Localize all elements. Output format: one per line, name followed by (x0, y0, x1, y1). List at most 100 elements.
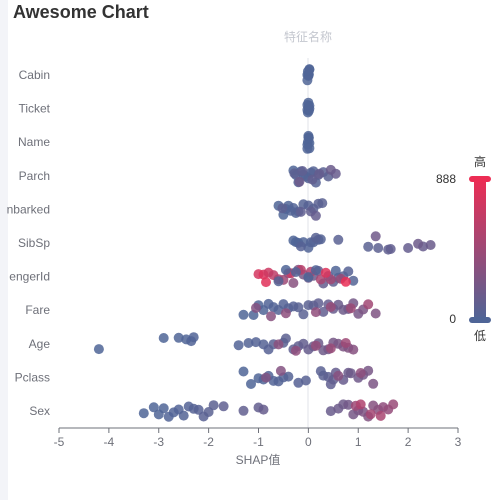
data-point[interactable] (158, 403, 169, 414)
data-point[interactable] (425, 240, 436, 250)
data-point[interactable] (295, 241, 306, 252)
data-point[interactable] (302, 99, 313, 110)
data-point[interactable] (365, 409, 376, 420)
data-point[interactable] (363, 299, 374, 310)
data-point[interactable] (340, 276, 351, 287)
data-point[interactable] (303, 130, 314, 141)
data-point[interactable] (280, 264, 291, 275)
data-point[interactable] (363, 241, 374, 252)
data-point[interactable] (261, 372, 271, 383)
x-tick-label: -5 (54, 435, 65, 449)
data-point[interactable] (298, 309, 309, 320)
data-point[interactable] (304, 64, 315, 75)
data-point[interactable] (325, 302, 336, 312)
data-point[interactable] (302, 75, 313, 86)
data-point[interactable] (238, 366, 249, 377)
data-point[interactable] (355, 368, 366, 378)
y-tick-label: Parch (19, 169, 50, 183)
data-point[interactable] (345, 303, 356, 314)
data-point[interactable] (302, 143, 313, 154)
data-point[interactable] (188, 332, 199, 343)
data-point[interactable] (370, 231, 381, 242)
data-point[interactable] (413, 238, 424, 249)
data-point[interactable] (246, 379, 256, 389)
visual-map-low-handle[interactable] (469, 317, 491, 323)
data-point[interactable] (313, 298, 324, 309)
data-point[interactable] (293, 377, 304, 388)
data-point[interactable] (273, 339, 284, 350)
data-point[interactable] (283, 371, 294, 382)
data-point[interactable] (290, 345, 301, 356)
data-point[interactable] (388, 399, 399, 410)
data-point[interactable] (218, 401, 229, 412)
data-point[interactable] (290, 267, 301, 277)
x-tick-label: -1 (253, 435, 264, 449)
data-point[interactable] (93, 344, 104, 355)
data-point[interactable] (348, 344, 359, 355)
data-point[interactable] (173, 332, 184, 343)
data-point[interactable] (280, 333, 291, 344)
data-point[interactable] (333, 234, 344, 245)
data-point[interactable] (289, 168, 300, 179)
data-point[interactable] (303, 272, 314, 283)
data-point[interactable] (275, 365, 286, 376)
data-point[interactable] (251, 337, 261, 348)
data-point[interactable] (307, 174, 318, 185)
data-point[interactable] (325, 343, 336, 354)
data-point[interactable] (300, 375, 311, 386)
data-point[interactable] (320, 267, 331, 278)
data-point[interactable] (273, 276, 284, 287)
data-point[interactable] (158, 333, 169, 343)
data-point[interactable] (314, 168, 325, 179)
data-point[interactable] (330, 265, 341, 276)
x-tick-label: 1 (355, 435, 362, 449)
data-point[interactable] (261, 277, 271, 288)
data-point[interactable] (340, 338, 351, 348)
data-point[interactable] (310, 210, 321, 221)
data-point[interactable] (343, 399, 354, 410)
left-edge-strip (0, 0, 8, 500)
data-point[interactable] (266, 311, 276, 322)
data-point[interactable] (375, 410, 386, 421)
data-point[interactable] (238, 309, 249, 320)
data-point[interactable] (403, 243, 414, 253)
data-point[interactable] (385, 244, 396, 254)
data-point[interactable] (258, 404, 269, 415)
data-point[interactable] (280, 308, 291, 319)
data-point[interactable] (370, 308, 381, 319)
data-point[interactable] (243, 338, 254, 348)
data-point[interactable] (178, 410, 189, 421)
data-point[interactable] (238, 405, 249, 416)
data-point[interactable] (325, 164, 336, 175)
data-point[interactable] (295, 206, 306, 217)
data-point[interactable] (317, 198, 328, 209)
data-point[interactable] (318, 306, 329, 317)
visual-map-high-handle[interactable] (469, 176, 491, 182)
data-point[interactable] (138, 408, 149, 419)
x-tick-label: -4 (104, 435, 115, 449)
data-point[interactable] (348, 275, 359, 286)
data-point[interactable] (333, 370, 344, 381)
data-point[interactable] (310, 307, 321, 318)
data-point[interactable] (297, 166, 308, 176)
data-point[interactable] (355, 399, 366, 410)
y-tick-label: SibSp (18, 236, 50, 250)
data-point[interactable] (294, 176, 305, 187)
data-point[interactable] (277, 203, 288, 214)
data-point[interactable] (293, 302, 304, 313)
data-point[interactable] (251, 302, 261, 313)
data-point[interactable] (373, 243, 384, 253)
data-point[interactable] (288, 278, 299, 288)
data-point[interactable] (233, 340, 244, 351)
data-point[interactable] (363, 365, 374, 376)
data-point[interactable] (310, 265, 321, 276)
data-point[interactable] (310, 232, 321, 243)
data-point[interactable] (208, 400, 219, 411)
data-point[interactable] (310, 340, 321, 351)
data-point[interactable] (148, 402, 159, 413)
data-point[interactable] (345, 368, 356, 379)
y-tick-label: nbarked (7, 202, 50, 216)
data-point[interactable] (343, 266, 354, 277)
data-point[interactable] (368, 378, 379, 389)
